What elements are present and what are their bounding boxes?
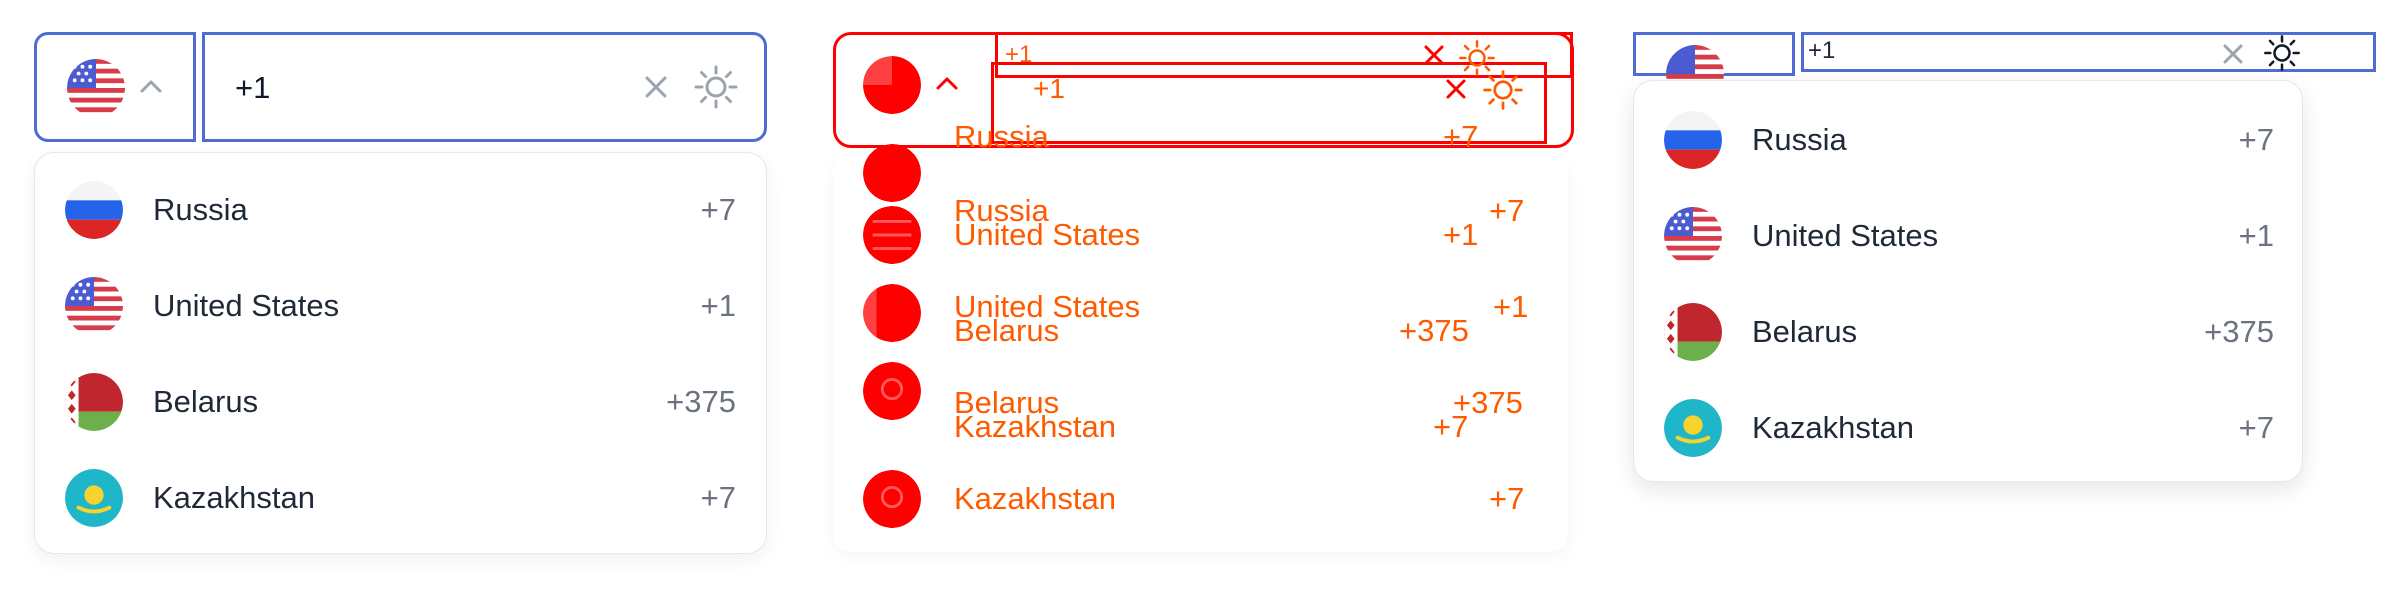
country-code: +7 (2238, 410, 2274, 445)
phone-input[interactable]: +1 (202, 32, 767, 142)
country-option-belarus[interactable]: Belarus +375 (35, 345, 768, 441)
us-flag-icon (65, 277, 123, 335)
country-option-united-states[interactable]: United States +1 (35, 249, 768, 345)
kz-flag-icon (1664, 399, 1722, 457)
ru-flag-icon (1664, 111, 1722, 169)
kz-flag-icon (65, 469, 123, 527)
country-name: United States (1752, 218, 1939, 253)
debug-sun-icon (1457, 38, 1497, 78)
ru-flag-icon (65, 181, 123, 239)
country-select[interactable] (1633, 32, 1795, 103)
country-code: +7 (2238, 122, 2274, 157)
debug-country-us-b: United States (954, 289, 1141, 324)
country-code: +1 (700, 288, 736, 323)
debug-code-kazakhstan-b: +7 (1489, 481, 1525, 516)
country-name: Russia (153, 192, 248, 227)
phone-input-value[interactable]: +1 (1808, 37, 1836, 64)
country-option-united-states[interactable]: United States +1 (1634, 177, 2304, 273)
debug-country-russia-a: Russia (954, 119, 1049, 154)
by-flag-icon (1664, 303, 1722, 361)
debug-sun-icon-2 (1481, 68, 1525, 112)
debug-overlay: +1 +1 Russia +7 Russia (833, 32, 1574, 552)
country-code: +375 (666, 384, 736, 419)
debug-country-us-a: United States (954, 217, 1141, 252)
clear-icon[interactable] (2222, 43, 2244, 65)
debug-country-belarus-a: Belarus (954, 313, 1060, 348)
debug-clear-icon-2 (1445, 78, 1467, 100)
debug-us-flag-icon (863, 56, 921, 114)
sun-icon[interactable] (2262, 33, 2302, 73)
chevron-up-icon[interactable] (140, 79, 162, 98)
debug-kz-flag-icon-2 (863, 470, 921, 528)
debug-by-flag-icon (863, 284, 921, 342)
debug-dropdown (833, 152, 1568, 552)
debug-code-belarus-a: +375 (1399, 313, 1469, 348)
debug-ru-flag-icon (863, 144, 921, 202)
debug-code-russia-a: +7 (1443, 119, 1479, 154)
country-option-russia[interactable]: Russia +7 (35, 153, 768, 249)
debug-us-flag-icon-2 (863, 206, 921, 264)
country-name: Kazakhstan (1752, 410, 1914, 445)
debug-country-kazakhstan-b: Kazakhstan (954, 481, 1116, 516)
phone-input[interactable]: +1 (1801, 32, 2376, 72)
country-name: Kazakhstan (153, 480, 315, 515)
debug-country-belarus-b: Belarus (954, 385, 1060, 420)
country-select[interactable] (34, 32, 196, 142)
debug-frame-input-top (995, 32, 1573, 78)
country-name: United States (153, 288, 340, 323)
debug-kz-flag-icon (863, 362, 921, 420)
country-code: +1 (2238, 218, 2274, 253)
country-option-belarus[interactable]: Belarus +375 (1634, 273, 2304, 369)
sun-icon[interactable] (692, 63, 740, 111)
clear-icon[interactable] (643, 74, 669, 100)
debug-input-value: +1 (1033, 73, 1065, 104)
country-code: +7 (700, 480, 736, 515)
debug-country-kazakhstan-a: Kazakhstan (954, 409, 1116, 444)
debug-frame-input (991, 62, 1547, 144)
us-flag-icon (1664, 207, 1722, 265)
by-flag-icon (65, 373, 123, 431)
debug-clear-icon (1423, 44, 1445, 66)
country-option-kazakhstan[interactable]: Kazakhstan +7 (1634, 369, 2304, 465)
country-option-russia[interactable]: Russia +7 (1634, 81, 2304, 177)
debug-code-us-a: +1 (1443, 217, 1479, 252)
debug-code-belarus-b: +375 (1453, 385, 1523, 420)
phone-input-value[interactable]: +1 (235, 70, 271, 105)
debug-code-kazakhstan-a: +7 (1433, 409, 1469, 444)
country-name: Belarus (153, 384, 259, 419)
debug-chevron-up-icon (936, 76, 958, 95)
debug-input-value-top: +1 (1005, 41, 1033, 68)
country-code: +375 (2204, 314, 2274, 349)
us-flag-icon (67, 59, 125, 117)
debug-code-us-b: +1 (1493, 289, 1529, 324)
country-code: +7 (700, 192, 736, 227)
debug-code-russia-b: +7 (1489, 193, 1525, 228)
country-dropdown: Russia +7 United States +1 (1633, 80, 2303, 482)
country-option-kazakhstan[interactable]: Kazakhstan +7 (35, 441, 768, 537)
country-name: Russia (1752, 122, 1847, 157)
country-name: Belarus (1752, 314, 1858, 349)
debug-country-russia-b: Russia (954, 193, 1049, 228)
country-dropdown: Russia +7 United States +1 (34, 152, 767, 554)
